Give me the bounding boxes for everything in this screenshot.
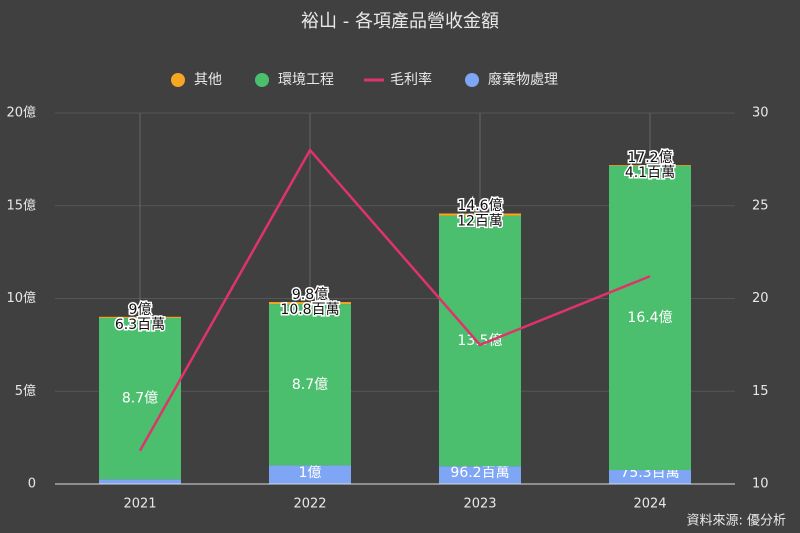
total-label: 9.8億	[292, 287, 328, 303]
bar-segment	[269, 302, 351, 305]
bar-segment	[99, 316, 181, 318]
bar-segment	[269, 304, 351, 466]
legend-swatch	[255, 73, 269, 87]
legend-label: 毛利率	[390, 71, 432, 88]
legend-swatch	[465, 73, 479, 87]
y-tick-label: 10億	[6, 290, 36, 306]
total-label: 14.6億	[457, 198, 502, 214]
bar-segment	[99, 479, 181, 484]
bar-segment	[99, 317, 181, 480]
data-label: 6.3百萬	[115, 317, 165, 333]
x-tick-label: 2021	[123, 497, 156, 512]
line	[138, 147, 651, 452]
bar-segment	[439, 215, 521, 467]
y2-tick-label: 15	[752, 384, 769, 399]
data-label: 13.5億	[457, 333, 502, 349]
data-label: 1億	[299, 465, 322, 481]
data-label: 8.7億	[122, 391, 158, 407]
bar-segment	[269, 465, 351, 484]
legend-label: 其他	[194, 72, 222, 88]
chart-title: 裕山 - 各項產品營收金額	[301, 11, 499, 32]
bar-segment	[609, 470, 691, 484]
y-tick-label: 0	[28, 477, 36, 492]
y2-tick-label: 20	[752, 291, 769, 306]
data-label: 12百萬	[457, 214, 503, 230]
bar-segment	[439, 213, 521, 216]
data-label: 16.4億	[627, 310, 672, 326]
data-label: 8.7億	[292, 377, 328, 393]
total-label: 9億	[129, 302, 152, 318]
bar-segment	[609, 165, 691, 166]
y-tick-label: 15億	[6, 197, 36, 213]
legend-label: 環境工程	[278, 72, 334, 88]
data-label: 4.1百萬	[625, 165, 675, 181]
y-tick-label: 20億	[6, 105, 36, 121]
y2-tick-label: 10	[752, 477, 769, 492]
data-label: 10.8百萬	[280, 302, 339, 318]
legend-swatch	[171, 73, 185, 87]
y2-tick-label: 30	[752, 106, 769, 121]
total-label: 17.2億	[627, 150, 672, 166]
y-tick-label: 5億	[15, 383, 36, 399]
y2-tick-label: 25	[752, 198, 769, 213]
legend-label: 廢棄物處理	[488, 71, 558, 88]
x-tick-label: 2023	[463, 497, 496, 512]
bar-segment	[609, 165, 691, 471]
source: 資料來源: 優分析	[686, 514, 786, 529]
data-label: 96.2百萬	[450, 465, 509, 481]
x-tick-label: 2022	[293, 497, 326, 512]
x-tick-label: 2024	[633, 497, 666, 512]
bar-segment	[439, 466, 521, 484]
